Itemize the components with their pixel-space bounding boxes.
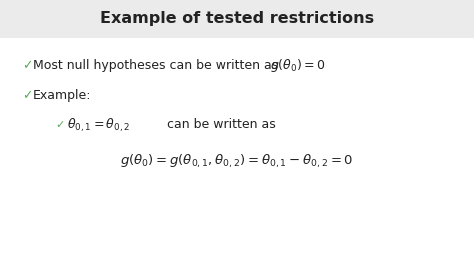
- Text: Most null hypotheses can be written as: Most null hypotheses can be written as: [33, 60, 282, 73]
- Text: Example:: Example:: [33, 89, 91, 102]
- FancyBboxPatch shape: [0, 0, 474, 38]
- Text: $g(\theta_0) = g(\theta_{0,1}, \theta_{0,2}) = \theta_{0,1} - \theta_{0,2} = 0$: $g(\theta_0) = g(\theta_{0,1}, \theta_{0…: [120, 152, 354, 170]
- Text: $\theta_{0,1} = \theta_{0,2}$: $\theta_{0,1} = \theta_{0,2}$: [67, 116, 130, 134]
- Text: $g(\theta_0) = 0$: $g(\theta_0) = 0$: [270, 57, 326, 74]
- Text: Example of tested restrictions: Example of tested restrictions: [100, 11, 374, 27]
- Text: can be written as: can be written as: [167, 118, 276, 131]
- Text: ✓: ✓: [22, 60, 33, 73]
- Text: ✓: ✓: [22, 89, 33, 102]
- Text: ✓: ✓: [55, 120, 64, 130]
